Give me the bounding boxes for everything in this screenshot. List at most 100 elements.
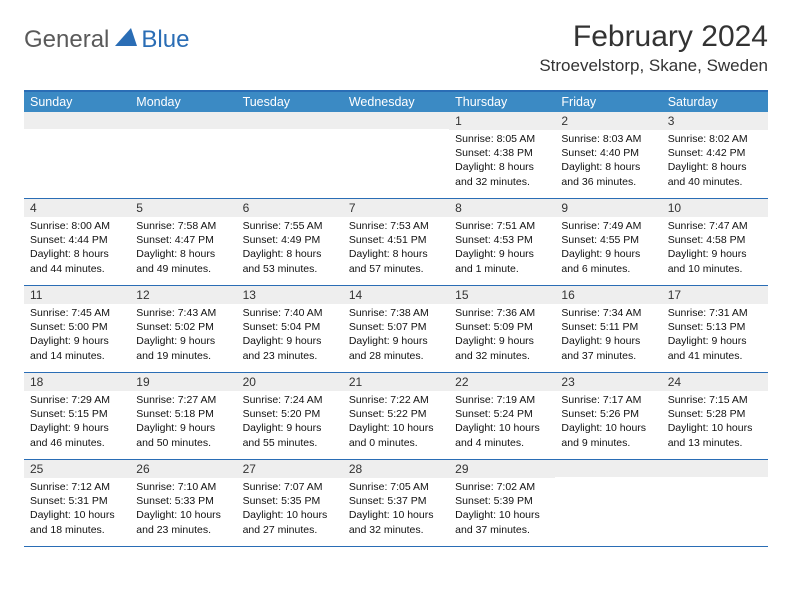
sunrise-line: Sunrise: 7:12 AM: [30, 480, 124, 494]
calendar-cell: [24, 112, 130, 198]
day-number: 13: [237, 286, 343, 304]
sunrise-line: Sunrise: 7:58 AM: [136, 219, 230, 233]
day-number: 9: [555, 199, 661, 217]
day-number: 12: [130, 286, 236, 304]
day-number: 18: [24, 373, 130, 391]
day-number: 29: [449, 460, 555, 478]
calendar-cell: 11Sunrise: 7:45 AMSunset: 5:00 PMDayligh…: [24, 286, 130, 372]
sunset-line: Sunset: 5:11 PM: [561, 320, 655, 334]
sunset-line: Sunset: 5:24 PM: [455, 407, 549, 421]
sunset-line: Sunset: 4:40 PM: [561, 146, 655, 160]
day-number: 26: [130, 460, 236, 478]
calendar-cell: 4Sunrise: 8:00 AMSunset: 4:44 PMDaylight…: [24, 199, 130, 285]
daylight-line: Daylight: 10 hours and 37 minutes.: [455, 508, 549, 536]
day-number: [237, 112, 343, 129]
sunrise-line: Sunrise: 7:38 AM: [349, 306, 443, 320]
sunrise-line: Sunrise: 7:47 AM: [668, 219, 762, 233]
day-header-cell: Tuesday: [237, 92, 343, 112]
day-number: [555, 460, 661, 477]
sunrise-line: Sunrise: 7:07 AM: [243, 480, 337, 494]
day-details: Sunrise: 7:24 AMSunset: 5:20 PMDaylight:…: [237, 391, 343, 454]
calendar-cell: 19Sunrise: 7:27 AMSunset: 5:18 PMDayligh…: [130, 373, 236, 459]
day-details: Sunrise: 7:51 AMSunset: 4:53 PMDaylight:…: [449, 217, 555, 280]
calendar-cell: 28Sunrise: 7:05 AMSunset: 5:37 PMDayligh…: [343, 460, 449, 546]
daylight-line: Daylight: 9 hours and 46 minutes.: [30, 421, 124, 449]
day-number: 25: [24, 460, 130, 478]
day-details: Sunrise: 7:05 AMSunset: 5:37 PMDaylight:…: [343, 478, 449, 541]
sunset-line: Sunset: 5:15 PM: [30, 407, 124, 421]
day-number: 10: [662, 199, 768, 217]
calendar-cell: 14Sunrise: 7:38 AMSunset: 5:07 PMDayligh…: [343, 286, 449, 372]
sunrise-line: Sunrise: 7:29 AM: [30, 393, 124, 407]
day-number: 1: [449, 112, 555, 130]
sunset-line: Sunset: 5:13 PM: [668, 320, 762, 334]
day-number: [130, 112, 236, 129]
sunrise-line: Sunrise: 7:36 AM: [455, 306, 549, 320]
sunset-line: Sunset: 5:22 PM: [349, 407, 443, 421]
header: General Blue February 2024 Stroevelstorp…: [24, 20, 768, 76]
daylight-line: Daylight: 9 hours and 28 minutes.: [349, 334, 443, 362]
sunset-line: Sunset: 5:26 PM: [561, 407, 655, 421]
calendar-cell: 3Sunrise: 8:02 AMSunset: 4:42 PMDaylight…: [662, 112, 768, 198]
day-header-cell: Thursday: [449, 92, 555, 112]
day-header-cell: Monday: [130, 92, 236, 112]
day-number: 2: [555, 112, 661, 130]
calendar-cell: 1Sunrise: 8:05 AMSunset: 4:38 PMDaylight…: [449, 112, 555, 198]
calendar-cell: 23Sunrise: 7:17 AMSunset: 5:26 PMDayligh…: [555, 373, 661, 459]
calendar-cell: 15Sunrise: 7:36 AMSunset: 5:09 PMDayligh…: [449, 286, 555, 372]
day-details: Sunrise: 7:07 AMSunset: 5:35 PMDaylight:…: [237, 478, 343, 541]
day-number: 7: [343, 199, 449, 217]
day-number: [662, 460, 768, 477]
calendar-cell: 2Sunrise: 8:03 AMSunset: 4:40 PMDaylight…: [555, 112, 661, 198]
calendar-cell: 24Sunrise: 7:15 AMSunset: 5:28 PMDayligh…: [662, 373, 768, 459]
calendar-cell: 7Sunrise: 7:53 AMSunset: 4:51 PMDaylight…: [343, 199, 449, 285]
sunset-line: Sunset: 5:20 PM: [243, 407, 337, 421]
day-number: 20: [237, 373, 343, 391]
sunset-line: Sunset: 5:28 PM: [668, 407, 762, 421]
sunrise-line: Sunrise: 7:34 AM: [561, 306, 655, 320]
week-row: 18Sunrise: 7:29 AMSunset: 5:15 PMDayligh…: [24, 372, 768, 459]
daylight-line: Daylight: 8 hours and 36 minutes.: [561, 160, 655, 188]
day-details: Sunrise: 8:03 AMSunset: 4:40 PMDaylight:…: [555, 130, 661, 193]
day-details: Sunrise: 7:22 AMSunset: 5:22 PMDaylight:…: [343, 391, 449, 454]
day-details: Sunrise: 7:38 AMSunset: 5:07 PMDaylight:…: [343, 304, 449, 367]
sunset-line: Sunset: 4:42 PM: [668, 146, 762, 160]
day-number: [343, 112, 449, 129]
sunrise-line: Sunrise: 8:03 AM: [561, 132, 655, 146]
sunrise-line: Sunrise: 7:17 AM: [561, 393, 655, 407]
day-details: Sunrise: 7:45 AMSunset: 5:00 PMDaylight:…: [24, 304, 130, 367]
sunset-line: Sunset: 5:04 PM: [243, 320, 337, 334]
calendar-cell: [130, 112, 236, 198]
daylight-line: Daylight: 9 hours and 19 minutes.: [136, 334, 230, 362]
sunrise-line: Sunrise: 8:00 AM: [30, 219, 124, 233]
day-number: 16: [555, 286, 661, 304]
sunrise-line: Sunrise: 7:05 AM: [349, 480, 443, 494]
sunset-line: Sunset: 4:53 PM: [455, 233, 549, 247]
logo: General Blue: [24, 26, 189, 54]
day-number: 4: [24, 199, 130, 217]
daylight-line: Daylight: 9 hours and 55 minutes.: [243, 421, 337, 449]
day-number: 24: [662, 373, 768, 391]
sunset-line: Sunset: 5:33 PM: [136, 494, 230, 508]
sunset-line: Sunset: 5:35 PM: [243, 494, 337, 508]
day-details: Sunrise: 7:10 AMSunset: 5:33 PMDaylight:…: [130, 478, 236, 541]
week-row: 1Sunrise: 8:05 AMSunset: 4:38 PMDaylight…: [24, 112, 768, 198]
day-number: 21: [343, 373, 449, 391]
sunset-line: Sunset: 5:31 PM: [30, 494, 124, 508]
day-header-cell: Saturday: [662, 92, 768, 112]
calendar-cell: 17Sunrise: 7:31 AMSunset: 5:13 PMDayligh…: [662, 286, 768, 372]
day-details: Sunrise: 8:02 AMSunset: 4:42 PMDaylight:…: [662, 130, 768, 193]
calendar-cell: 9Sunrise: 7:49 AMSunset: 4:55 PMDaylight…: [555, 199, 661, 285]
daylight-line: Daylight: 10 hours and 9 minutes.: [561, 421, 655, 449]
sunset-line: Sunset: 5:09 PM: [455, 320, 549, 334]
calendar-cell: [237, 112, 343, 198]
day-details: Sunrise: 7:49 AMSunset: 4:55 PMDaylight:…: [555, 217, 661, 280]
day-number: 17: [662, 286, 768, 304]
weeks-container: 1Sunrise: 8:05 AMSunset: 4:38 PMDaylight…: [24, 112, 768, 546]
day-details: Sunrise: 7:34 AMSunset: 5:11 PMDaylight:…: [555, 304, 661, 367]
day-number: 27: [237, 460, 343, 478]
day-number: [24, 112, 130, 129]
calendar-cell: [343, 112, 449, 198]
day-details: Sunrise: 7:15 AMSunset: 5:28 PMDaylight:…: [662, 391, 768, 454]
sunrise-line: Sunrise: 7:27 AM: [136, 393, 230, 407]
